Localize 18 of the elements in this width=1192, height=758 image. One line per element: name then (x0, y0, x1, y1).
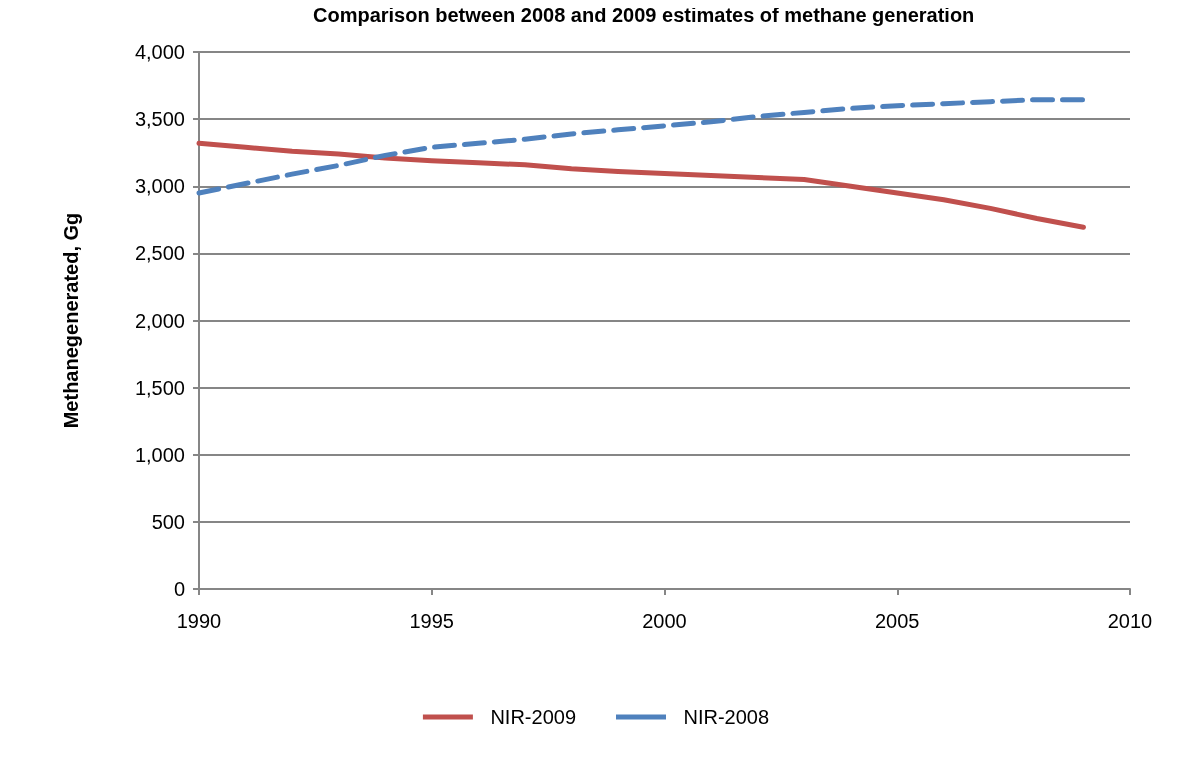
legend-label: NIR-2009 (490, 706, 577, 728)
legend-label: NIR-2008 (683, 706, 770, 728)
y-tick-label: 2,000 (134, 309, 185, 332)
y-tick-label: 500 (151, 510, 185, 533)
y-tick-label: 4,000 (134, 41, 185, 63)
x-tick-label: 2005 (875, 610, 920, 632)
y-tick-label: 0 (173, 578, 185, 600)
y-tick-label: 3,500 (134, 108, 185, 131)
x-tick-label: 1990 (176, 610, 222, 632)
x-tick-label: 1995 (409, 610, 454, 632)
y-tick-label: 1,000 (134, 443, 185, 466)
y-tick-label: 2,500 (134, 242, 185, 265)
x-tick-label: 2000 (642, 610, 687, 632)
x-tick-label: 2010 (1107, 610, 1153, 632)
chart-title: Comparison between 2008 and 2009 estimates of methane generation (313, 4, 975, 26)
y-tick-label: 1,500 (134, 376, 185, 399)
y-axis-title: Methanegenerated, Gg (60, 212, 82, 429)
y-tick-label: 3,000 (134, 175, 185, 198)
